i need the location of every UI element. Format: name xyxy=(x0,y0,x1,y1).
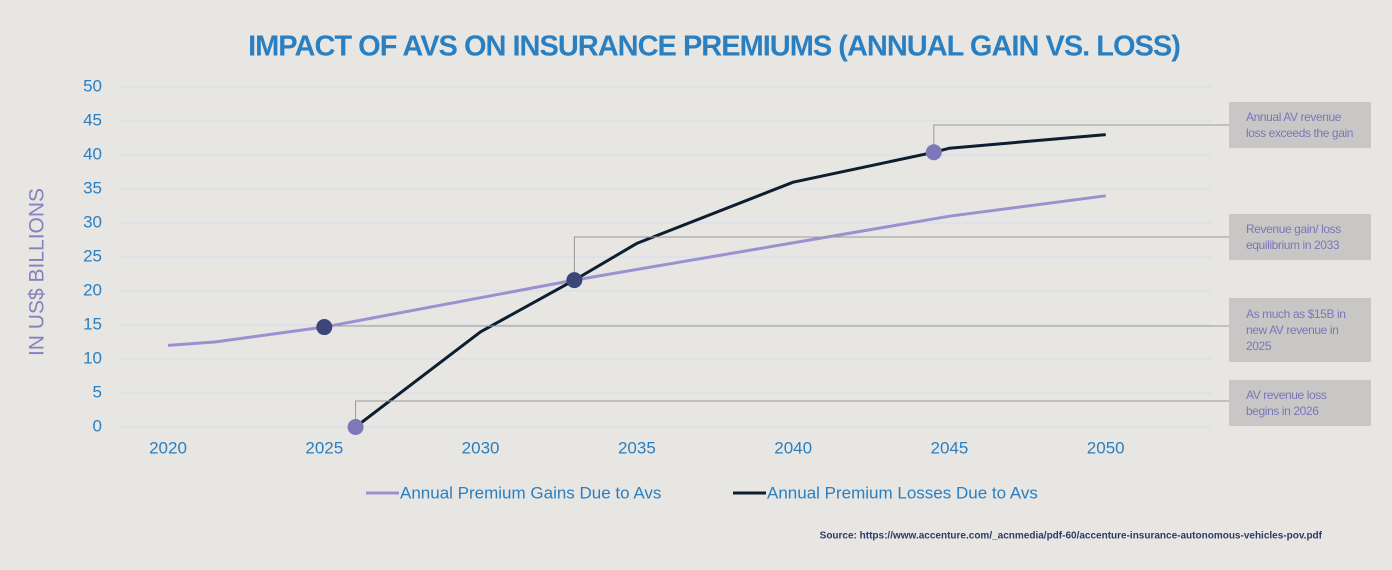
y-tick-label: 15 xyxy=(83,314,102,333)
marker xyxy=(347,419,364,435)
callout-line xyxy=(355,400,1229,427)
legend-label: Annual Premium Gains Due to Avs xyxy=(400,483,661,502)
callout-line xyxy=(933,124,1229,153)
legend-label: Annual Premium Losses Due to Avs xyxy=(767,483,1038,502)
annotation: AV revenue loss begins in 2026 xyxy=(1229,380,1371,426)
y-tick-label: 0 xyxy=(93,416,102,435)
y-tick-label: 25 xyxy=(83,246,102,265)
callout-line xyxy=(323,325,1229,328)
source: Source: https://www.accenture.com/_acnme… xyxy=(820,531,1323,542)
x-tick-label: 2025 xyxy=(305,438,343,457)
x-tick-label: 2050 xyxy=(1087,438,1125,457)
marker xyxy=(316,319,333,336)
chart-title: IMPACT OF AVS ON INSURANCE PREMIUMS (ANN… xyxy=(248,31,1180,63)
annotation: Annual AV revenue loss exceeds the gain xyxy=(1229,102,1371,148)
y-axis-label: IN US$ BILLIONS xyxy=(26,188,49,356)
series-line xyxy=(167,194,1106,347)
y-tick-label: 30 xyxy=(83,212,102,231)
y-tick-label: 50 xyxy=(83,76,102,95)
y-tick-label: 40 xyxy=(83,144,102,163)
callout-line xyxy=(573,236,1229,281)
y-tick-label: 35 xyxy=(83,178,102,197)
y-tick-label: 45 xyxy=(83,110,102,129)
marker xyxy=(925,144,942,161)
y-tick-label: 10 xyxy=(83,348,102,367)
marker xyxy=(566,272,583,289)
y-tick-label: 20 xyxy=(83,280,102,299)
x-tick-label: 2040 xyxy=(774,438,812,457)
x-tick-label: 2030 xyxy=(462,438,500,457)
series-line xyxy=(354,133,1106,429)
y-tick-label: 5 xyxy=(93,382,102,401)
annotation: As much as $15B in new AV revenue in 202… xyxy=(1229,298,1371,362)
x-tick-label: 2035 xyxy=(618,438,656,457)
annotation: Revenue gain/ loss equilibrium in 2033 xyxy=(1229,214,1371,260)
x-tick-label: 2020 xyxy=(149,438,187,457)
x-tick-label: 2045 xyxy=(931,438,969,457)
